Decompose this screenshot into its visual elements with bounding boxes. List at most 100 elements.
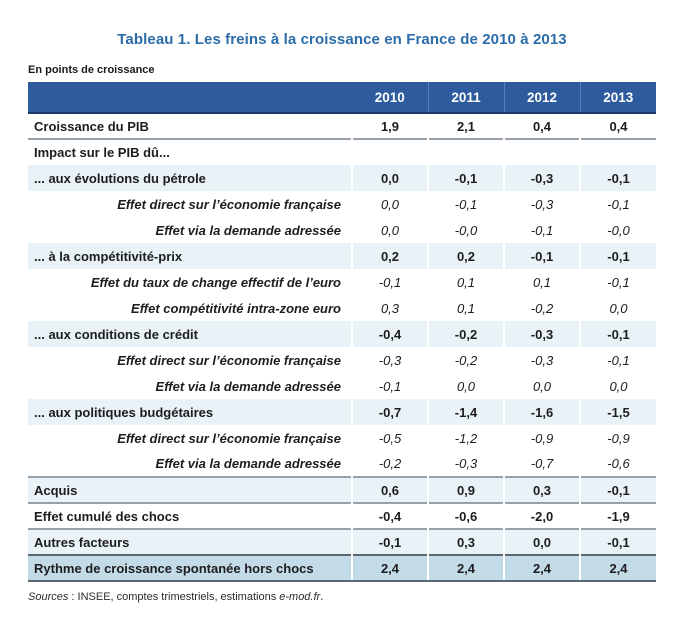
cell-value: [503, 138, 580, 165]
table-row: Autres facteurs -0,1 0,3 0,0 -0,1: [28, 528, 656, 555]
row-label: Effet cumulé des chocs: [28, 502, 352, 529]
table-row: ... aux politiques budgétaires -0,7 -1,4 -1…: [28, 399, 656, 425]
cell-value: -0,1: [351, 373, 428, 399]
cell-value: 0,4: [503, 113, 580, 139]
header-year: 2013: [579, 82, 656, 114]
cell-value: 2,4: [351, 554, 428, 582]
table-row: Effet compétitivité intra-zone euro 0,3 0,…: [28, 295, 656, 321]
cell-value: -0,4: [351, 321, 428, 347]
cell-value: -0,1: [351, 269, 428, 295]
table-row: Effet direct sur l’économie française -0,…: [28, 425, 656, 451]
table-row: Effet direct sur l’économie française 0,0…: [28, 191, 656, 217]
cell-value: -0,3: [503, 347, 580, 373]
source-word: Sources: [28, 591, 69, 603]
cell-value: -0,1: [351, 528, 428, 555]
row-label: Effet via la demande adressée: [155, 456, 341, 471]
cell-value: 0,0: [503, 373, 580, 399]
cell-value: 0,9: [427, 476, 504, 503]
header-year: 2011: [427, 82, 504, 114]
cell-value: -0,7: [351, 399, 428, 425]
cell-value: -0,3: [427, 451, 504, 477]
cell-value: 2,1: [427, 113, 504, 139]
cell-value: 0,1: [503, 269, 580, 295]
cell-value: 0,3: [427, 528, 504, 555]
cell-value: 0,0: [579, 373, 656, 399]
row-label: Effet via la demande adressée: [155, 378, 341, 394]
row-label: Impact sur le PIB dû...: [28, 138, 352, 165]
row-label: ... aux évolutions du pétrole: [28, 165, 352, 191]
cell-value: 0,0: [351, 165, 428, 191]
table-row: Acquis 0,6 0,9 0,3 -0,1: [28, 476, 656, 503]
table-title: Tableau 1. Les freins à la croissance en…: [117, 31, 567, 48]
table-row: Rythme de croissance spontanée hors choc…: [28, 554, 656, 582]
cell-value: -0,1: [579, 528, 656, 555]
cell-value: -0,9: [579, 425, 656, 451]
table-row: Effet via la demande adressée -0,2 -0,3 -0,…: [28, 451, 656, 477]
cell-value: [427, 138, 504, 165]
cell-value: -0,2: [427, 321, 504, 347]
cell-value: 0,1: [427, 269, 504, 295]
table-row: Effet direct sur l’économie française -0,…: [28, 347, 656, 373]
row-label: Effet via la demande adressée: [155, 222, 341, 238]
cell-value: -1,9: [579, 502, 656, 529]
cell-value: -0,6: [427, 502, 504, 529]
cell-value: 0,0: [503, 528, 580, 555]
cell-value: -0,1: [579, 476, 656, 503]
cell-value: -0,0: [579, 217, 656, 243]
cell-value: -0,2: [503, 295, 580, 321]
source-note: Sources : INSEE, comptes trimestriels, e…: [28, 591, 684, 603]
row-label: ... aux politiques budgétaires: [28, 399, 352, 425]
header-label-spacer: [28, 82, 352, 114]
cell-value: -0,7: [503, 451, 580, 477]
cell-value: -0,3: [351, 347, 428, 373]
cell-value: -0,4: [351, 502, 428, 529]
cell-value: -0,1: [579, 165, 656, 191]
source-emod: e-mod.fr: [279, 591, 321, 603]
cell-value: -1,2: [427, 425, 504, 451]
cell-value: -0,1: [503, 217, 580, 243]
cell-value: -0,3: [503, 191, 580, 217]
cell-value: 2,4: [579, 554, 656, 582]
row-label: Effet direct sur l’économie française: [117, 196, 341, 212]
row-label: Effet direct sur l’économie française: [117, 352, 341, 368]
cell-value: -1,6: [503, 399, 580, 425]
data-table: 2010 2011 2012 2013 Croissance du PIB 1,9 2,1…: [28, 82, 656, 582]
table-row: Effet du taux de change effectif de l’eu…: [28, 269, 656, 295]
cell-value: 0,6: [351, 476, 428, 503]
row-label: Rythme de croissance spontanée hors choc…: [28, 554, 352, 582]
table-row: ... à la compétitivité-prix 0,2 0,2 -0,1 -0,…: [28, 243, 656, 269]
cell-value: 0,3: [351, 295, 428, 321]
cell-value: -1,5: [579, 399, 656, 425]
cell-value: -0,1: [579, 191, 656, 217]
cell-value: -0,6: [579, 451, 656, 477]
cell-value: -0,1: [579, 269, 656, 295]
row-label: ... aux conditions de crédit: [28, 321, 352, 347]
header-year: 2010: [352, 82, 428, 114]
table-row: Impact sur le PIB dû...: [28, 138, 656, 165]
cell-value: -0,1: [579, 347, 656, 373]
source-period: .: [320, 591, 324, 603]
table-row: Effet cumulé des chocs -0,4 -0,6 -2,0 -1,9: [28, 502, 656, 529]
cell-value: -0,1: [579, 243, 656, 269]
table-row: ... aux conditions de crédit -0,4 -0,2 -0,3…: [28, 321, 656, 347]
cell-value: 2,4: [503, 554, 580, 582]
cell-value: [351, 138, 428, 165]
cell-value: 1,9: [351, 113, 428, 139]
row-label: ... à la compétitivité-prix: [28, 243, 352, 269]
cell-value: -0,1: [427, 165, 504, 191]
cell-value: 0,1: [427, 295, 504, 321]
cell-value: 0,4: [579, 113, 656, 139]
row-label: Croissance du PIB: [34, 118, 149, 134]
table-row: Effet via la demande adressée -0,1 0,0 0,0 0…: [28, 373, 656, 399]
cell-value: -0,3: [503, 321, 580, 347]
row-label: Acquis: [28, 476, 352, 503]
cell-value: 0,2: [427, 243, 504, 269]
unit-note: En points de croissance: [28, 64, 155, 76]
cell-value: 0,0: [427, 373, 504, 399]
header-year: 2012: [503, 82, 580, 114]
cell-value: -0,1: [427, 191, 504, 217]
cell-value: -0,5: [351, 425, 428, 451]
cell-value: 0,0: [351, 191, 428, 217]
cell-value: -2,0: [503, 502, 580, 529]
